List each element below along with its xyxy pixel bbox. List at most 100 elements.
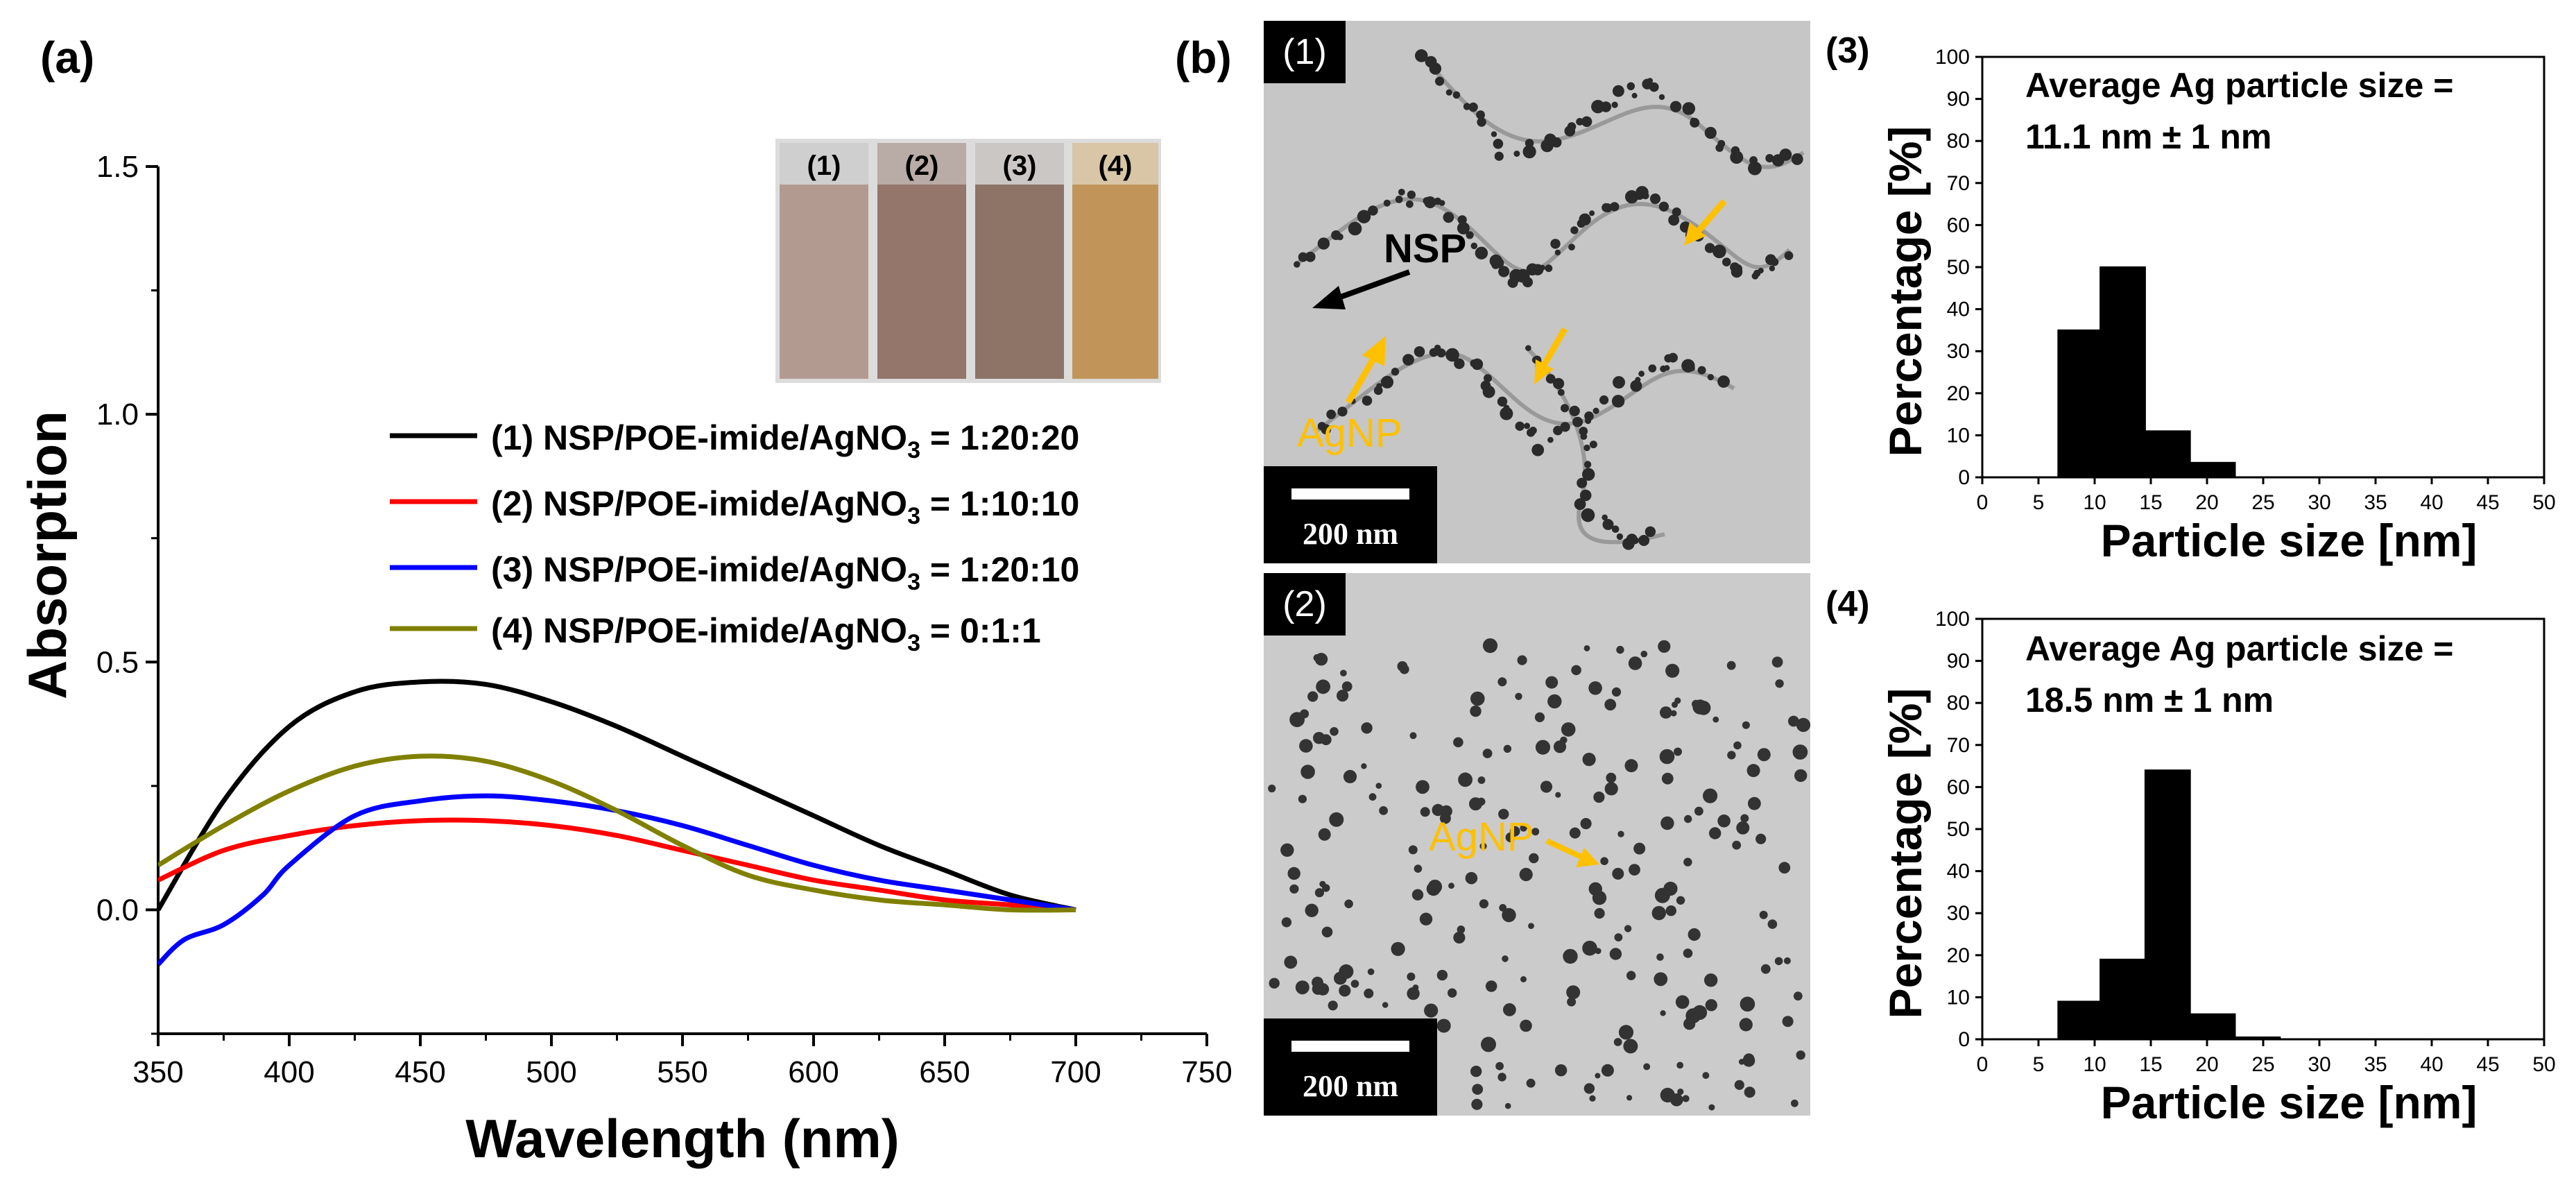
silver-nanoparticle (1635, 377, 1641, 383)
silver-nanoparticle (1520, 824, 1527, 832)
silver-nanoparticle (1580, 433, 1588, 440)
silver-nanoparticle (1717, 815, 1731, 828)
silver-nanoparticle (1294, 261, 1300, 268)
x-tick-label: 45 (2476, 491, 2499, 514)
silver-nanoparticle (1522, 145, 1536, 159)
silver-nanoparticle (1561, 404, 1569, 413)
silver-nanoparticle (1554, 249, 1561, 256)
tem-image-1: (1) 200 nm NSP AgNP (1264, 21, 1810, 563)
silver-nanoparticle (1683, 858, 1692, 867)
silver-nanoparticle (1547, 436, 1554, 443)
silver-nanoparticle (1448, 988, 1457, 998)
silver-nanoparticle (1682, 102, 1696, 115)
silver-nanoparticle (1528, 923, 1534, 929)
silver-nanoparticle (1709, 827, 1721, 839)
silver-nanoparticle (1520, 1019, 1532, 1032)
hist3-x-label: Particle size [nm] (2101, 515, 2478, 566)
silver-nanoparticle (1613, 376, 1625, 389)
silver-nanoparticle (1407, 987, 1420, 1000)
y-tick-label: 0 (1958, 466, 1970, 489)
silver-nanoparticle (1527, 428, 1536, 437)
silver-nanoparticle (1376, 383, 1382, 389)
y-tick-label: 100 (1935, 46, 1970, 69)
silver-nanoparticle (1579, 489, 1592, 502)
silver-nanoparticle (1470, 1066, 1482, 1077)
histogram-3: (3) 0 5 10 15 20 25 30 35 40 45 50 0 10 20 30 40 50 60 70 8… (1826, 31, 2556, 566)
silver-nanoparticle (1284, 955, 1298, 969)
silver-nanoparticle (1316, 679, 1330, 694)
silver-nanoparticle (1550, 239, 1561, 249)
silver-nanoparticle (1435, 76, 1445, 86)
y-tick-label: 20 (1947, 944, 1970, 967)
silver-nanoparticle (1567, 997, 1577, 1007)
silver-nanoparticle (1583, 461, 1592, 468)
x-tick-label: 10 (2083, 491, 2106, 514)
silver-nanoparticle (1507, 278, 1518, 288)
silver-nanoparticle (1626, 971, 1636, 980)
silver-nanoparticle (1391, 941, 1405, 956)
x-tick-label: 15 (2139, 1053, 2162, 1076)
silver-nanoparticle (1784, 251, 1794, 260)
silver-nanoparticle (1626, 82, 1635, 91)
silver-nanoparticle (1448, 882, 1454, 889)
silver-nanoparticle (1560, 422, 1570, 432)
silver-nanoparticle (1567, 122, 1577, 131)
agnp-label-1: AgNP (1297, 411, 1402, 456)
silver-nanoparticle (1592, 890, 1607, 905)
silver-nanoparticle (1648, 364, 1657, 373)
silver-nanoparticle (1547, 694, 1562, 709)
silver-nanoparticle (1583, 645, 1590, 651)
silver-nanoparticle (1368, 205, 1378, 216)
silver-nanoparticle (1591, 100, 1605, 114)
silver-nanoparticle (1513, 151, 1520, 157)
silver-nanoparticle (1733, 264, 1743, 274)
silver-nanoparticle (1470, 705, 1482, 717)
silver-nanoparticle (1395, 196, 1403, 203)
silver-nanoparticle (1502, 907, 1516, 923)
histogram-bar (2100, 958, 2146, 1040)
silver-nanoparticle (1350, 980, 1359, 988)
silver-nanoparticle (1611, 395, 1625, 408)
silver-nanoparticle (1682, 1095, 1690, 1102)
y-tick-label: 0.5 (96, 645, 139, 679)
silver-nanoparticle (1672, 207, 1681, 216)
silver-nanoparticle (1280, 843, 1294, 858)
histogram-bar (2189, 1013, 2236, 1041)
silver-nanoparticle (1769, 265, 1776, 272)
x-tick-label: 15 (2139, 491, 2162, 514)
hist4-annotation-line1: Average Ag particle size = (2025, 629, 2453, 668)
silver-nanoparticle (1453, 931, 1466, 944)
tem1-scalebar (1291, 488, 1409, 500)
silver-nanoparticle (1722, 257, 1731, 267)
silver-nanoparticle (1268, 784, 1276, 793)
silver-nanoparticle (1788, 715, 1799, 727)
silver-nanoparticle (1603, 203, 1613, 213)
y-tick-label: 1.5 (96, 150, 139, 184)
silver-nanoparticle (1500, 407, 1513, 420)
x-tick-label: 25 (2251, 1053, 2274, 1076)
cuvette-1-label: (1) (807, 151, 841, 181)
silver-nanoparticle (1572, 416, 1583, 427)
agnp-arrow-2 (1694, 199, 1727, 235)
silver-nanoparticle (1582, 753, 1596, 767)
silver-nanoparticle (1553, 377, 1565, 390)
y-tick-label: 50 (1947, 818, 1970, 841)
silver-nanoparticle (1531, 828, 1540, 836)
silver-nanoparticle (1660, 1010, 1666, 1016)
silver-nanoparticle (1314, 888, 1324, 898)
silver-nanoparticle (1563, 948, 1578, 964)
silver-nanoparticle (1715, 144, 1724, 152)
silver-nanoparticle (1300, 765, 1315, 779)
silver-nanoparticle (1555, 792, 1561, 798)
silver-nanoparticle (1439, 200, 1445, 206)
silver-nanoparticle (1554, 1064, 1568, 1077)
silver-nanoparticle (1602, 519, 1614, 530)
silver-nanoparticle (1491, 131, 1497, 137)
silver-nanoparticle (1738, 1059, 1745, 1065)
silver-nanoparticle (1439, 812, 1451, 824)
silver-nanoparticle (1471, 1098, 1483, 1110)
silver-nanoparticle (1305, 903, 1319, 918)
silver-nanoparticle (1625, 190, 1639, 204)
silver-nanoparticle (1688, 365, 1695, 372)
hist3-annotation-line1: Average Ag particle size = (2025, 66, 2453, 105)
